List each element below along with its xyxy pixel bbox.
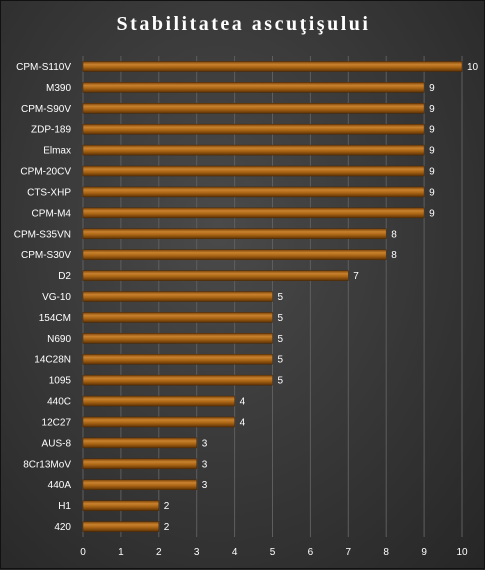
- data-label: 9: [429, 104, 435, 115]
- data-label: 5: [278, 292, 284, 303]
- data-label: 9: [429, 83, 435, 94]
- x-tick-label: 7: [346, 547, 352, 558]
- category-label: 440A: [48, 480, 72, 491]
- bar-154cm: [82, 312, 273, 323]
- data-label: 4: [240, 397, 246, 408]
- bar-cpm-20cv: [82, 165, 425, 177]
- data-label: 9: [429, 167, 435, 178]
- bar-elmax: [82, 144, 425, 156]
- bar-vg-10: [82, 291, 273, 302]
- category-label: 420: [54, 522, 71, 533]
- category-label: CTS-XHP: [27, 187, 71, 198]
- bar-zdp-189: [82, 123, 425, 135]
- category-label: CPM-S35VN: [14, 229, 71, 240]
- category-label: VG-10: [42, 292, 71, 303]
- category-label: M390: [46, 83, 71, 94]
- data-label: 2: [164, 501, 170, 512]
- bar-8cr13mov: [82, 458, 197, 470]
- chart-title: Stabilitatea ascuţişului: [116, 13, 371, 35]
- bar-1095: [82, 374, 273, 386]
- bars: [82, 61, 463, 532]
- data-label: 8: [391, 250, 397, 261]
- category-label: 154CM: [39, 313, 71, 324]
- data-label: 3: [202, 438, 208, 449]
- data-label: 9: [429, 125, 435, 136]
- x-tick-label: 10: [456, 547, 468, 558]
- x-tick-label: 9: [421, 547, 427, 558]
- bar-cpm-s30v: [82, 249, 387, 260]
- x-tick-label: 6: [308, 547, 314, 558]
- category-label: CPM-20CV: [20, 167, 71, 178]
- data-label: 5: [278, 313, 284, 324]
- category-label: 12C27: [42, 417, 72, 428]
- data-label: 5: [278, 355, 284, 366]
- category-label: CPM-S90V: [21, 104, 71, 115]
- x-tick-label: 3: [194, 547, 200, 558]
- bar-440c: [82, 395, 235, 407]
- category-label: 8Cr13MoV: [23, 459, 71, 470]
- bar-d2: [82, 270, 349, 281]
- data-label: 2: [164, 522, 170, 533]
- bar-440a: [82, 479, 197, 490]
- data-label: 4: [240, 417, 246, 428]
- category-label: 440C: [47, 397, 71, 408]
- bar-cts-xhp: [82, 186, 425, 198]
- data-label: 9: [429, 146, 435, 157]
- bar-h1: [82, 500, 160, 511]
- category-label: CPM-S30V: [21, 250, 71, 261]
- data-label: 3: [202, 459, 208, 470]
- bar-m390: [82, 82, 425, 93]
- category-label: ZDP-189: [31, 125, 71, 136]
- x-tick-label: 0: [80, 547, 86, 558]
- x-tick-label: 2: [156, 547, 162, 558]
- category-label: H1: [58, 501, 71, 512]
- category-label: 1095: [49, 376, 72, 387]
- category-label: CPM-S110V: [16, 62, 71, 73]
- data-label: 10: [467, 62, 479, 73]
- bar-aus-8: [82, 437, 197, 449]
- data-label: 8: [391, 229, 397, 240]
- bar-cpm-m4: [82, 207, 425, 219]
- bar-14c28n: [82, 353, 273, 365]
- data-label: 3: [202, 480, 208, 491]
- bar-cpm-s90v: [82, 103, 425, 114]
- x-tick-label: 8: [383, 547, 389, 558]
- data-label: 5: [278, 334, 284, 345]
- data-label: 9: [429, 187, 435, 198]
- data-label: 7: [353, 271, 359, 282]
- labels: 0 1 2 3 4 5 6 7 8 9 10 CPM-S110V 10 M390 9 CPM-S90V 9 ZDP…: [14, 62, 479, 558]
- x-tick-label: 1: [118, 547, 124, 558]
- bar-n690: [82, 333, 273, 344]
- bar-cpm-s35vn: [82, 228, 387, 240]
- category-label: Elmax: [43, 146, 71, 157]
- bar-420: [82, 521, 160, 532]
- x-tick-label: 5: [270, 547, 276, 558]
- category-label: CPM-M4: [32, 208, 72, 219]
- data-label: 9: [429, 208, 435, 219]
- category-label: AUS-8: [42, 438, 72, 449]
- bar-cpm-s110v: [82, 61, 463, 72]
- category-label: N690: [47, 334, 71, 345]
- category-label: D2: [58, 271, 71, 282]
- category-label: 14C28N: [34, 355, 71, 366]
- data-label: 5: [278, 376, 284, 387]
- bar-12c27: [82, 416, 235, 428]
- x-tick-label: 4: [232, 547, 238, 558]
